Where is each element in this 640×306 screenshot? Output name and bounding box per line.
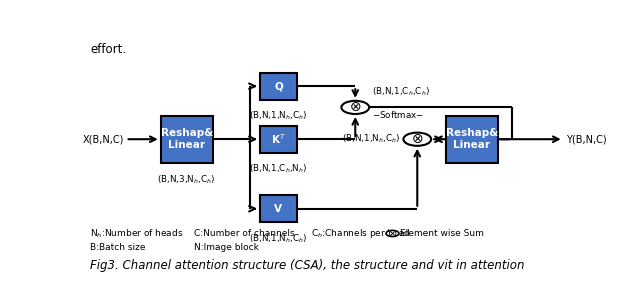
FancyBboxPatch shape [446, 116, 498, 163]
Text: Y(B,N,C): Y(B,N,C) [566, 134, 607, 144]
FancyBboxPatch shape [260, 195, 297, 222]
Circle shape [386, 230, 399, 237]
Text: X(B,N,C): X(B,N,C) [83, 134, 124, 144]
Text: (B,N,3,N$_h$,C$_h$): (B,N,3,N$_h$,C$_h$) [157, 174, 216, 186]
Text: (B,N,1,N$_h$,C$_h$): (B,N,1,N$_h$,C$_h$) [342, 133, 401, 145]
Text: N:Image block: N:Image block [194, 243, 259, 252]
Text: $-$Softmax$-$: $-$Softmax$-$ [372, 109, 424, 120]
Text: (B,N,1,N$_h$,C$_h$): (B,N,1,N$_h$,C$_h$) [249, 109, 308, 122]
Circle shape [341, 101, 369, 114]
Text: $\otimes$: $\otimes$ [349, 100, 362, 114]
Text: N$_h$:Number of heads: N$_h$:Number of heads [90, 227, 183, 240]
FancyBboxPatch shape [260, 126, 297, 153]
Text: Reshap&
Linear: Reshap& Linear [161, 129, 212, 150]
Text: Element wise Sum: Element wise Sum [400, 229, 484, 238]
Text: effort.: effort. [90, 43, 126, 56]
Text: C$_h$:Channels per head: C$_h$:Channels per head [310, 227, 410, 240]
Text: Reshap&
Linear: Reshap& Linear [445, 129, 498, 150]
Text: K$^T$: K$^T$ [271, 132, 286, 146]
Text: B:Batch size: B:Batch size [90, 243, 145, 252]
FancyBboxPatch shape [161, 116, 212, 163]
Text: C:Number of channels: C:Number of channels [194, 229, 294, 238]
Text: V: V [275, 204, 282, 214]
Text: Fig3. Channel attention structure (CSA), the structure and vit in attention: Fig3. Channel attention structure (CSA),… [90, 259, 524, 272]
Text: $\otimes$: $\otimes$ [387, 228, 397, 239]
Text: (B,N,1,C$_h$,C$_h$): (B,N,1,C$_h$,C$_h$) [372, 85, 429, 98]
Text: (B,N,1,C$_h$,N$_h$): (B,N,1,C$_h$,N$_h$) [249, 162, 308, 175]
Text: (B,N,1,N$_h$,C$_h$): (B,N,1,N$_h$,C$_h$) [249, 233, 308, 245]
FancyBboxPatch shape [260, 73, 297, 100]
Text: Q: Q [274, 81, 283, 91]
Circle shape [403, 132, 431, 146]
Text: $\otimes$: $\otimes$ [411, 132, 424, 146]
